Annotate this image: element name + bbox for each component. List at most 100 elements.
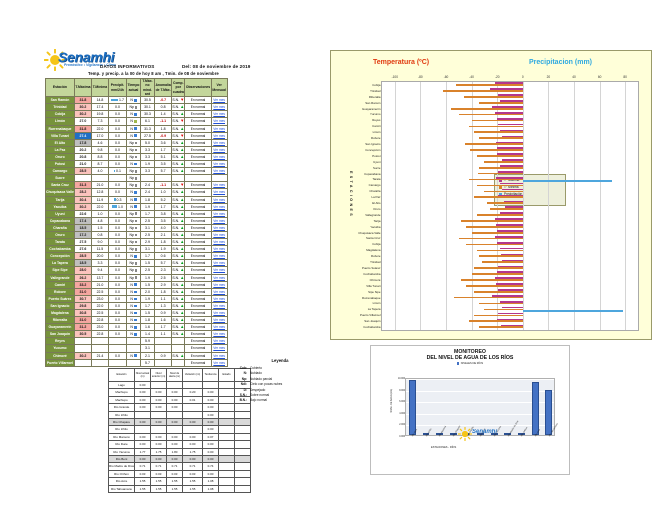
cell-ver-mensual[interactable]: Ver mes [210,96,228,105]
sec-cell-nivel-actual: 0.00 [134,380,152,390]
cell-ver-mensual[interactable]: Ver mes [210,252,228,261]
cell-ver-mensual[interactable]: Ver mes [210,294,228,303]
ver-mensual-link[interactable]: Ver mes [213,183,225,188]
cell-ver-mensual[interactable]: Ver mes [210,230,228,240]
ver-mensual-link[interactable]: Ver mes [213,261,225,266]
cell-estacion: Puerto Suárez [45,294,75,303]
cell-ver-mensual[interactable]: Ver mes [210,110,228,119]
ver-mensual-link[interactable]: Ver mes [213,311,225,315]
cell-ver-mensual[interactable]: Ver mes [210,351,228,360]
cell-ver-mensual[interactable]: Ver mes [210,152,228,162]
cell-ver-mensual[interactable]: Ver mes [210,245,228,254]
ver-mensual-link[interactable]: Ver mes [213,232,225,237]
cell-ver-mensual[interactable]: Ver mes [210,259,228,268]
sec-cell-tendencia: 0.07 [202,432,220,442]
cell-ver-mensual[interactable]: Ver mes [210,181,228,190]
ver-mensual-link[interactable]: Ver mes [213,147,225,152]
cell-ver-mensual[interactable]: Ver mes [210,160,228,169]
ver-mensual-link[interactable]: Ver mes [213,154,225,159]
cell-ver-mensual[interactable]: Ver mes [210,195,228,204]
ver-mensual-link[interactable]: Ver mes [213,119,225,124]
cell-ver-mensual[interactable]: Ver mes [210,358,228,367]
cell-ver-mensual[interactable]: Ver mes [210,202,228,211]
ver-mensual-link[interactable]: Ver mes [213,325,225,330]
cell-ver-mensual[interactable]: Ver mes [210,145,228,154]
ver-mensual-link[interactable]: Ver mes [213,240,225,245]
chart-bar [466,225,523,228]
cell-ver-mensual[interactable]: Ver mes [210,308,228,318]
ver-mensual-link[interactable]: Ver mes [213,162,225,167]
cell-ver-mensual[interactable]: Ver mes [210,167,228,176]
cell-ver-mensual[interactable]: Ver mes [210,188,228,197]
cell-ver-mensual[interactable]: Ver mes [210,280,228,289]
cell-ver-mensual[interactable]: Ver mes [210,273,228,282]
sec-cell-tendencia: 0.00 [202,440,220,449]
cell-observaciones: En normal [184,117,212,126]
ver-mensual-link[interactable]: Ver mes [213,346,225,351]
weather-icon [133,255,137,258]
chart-category-label: Camiri [372,124,381,129]
chart-bar [494,235,523,238]
chart-bar [499,129,523,132]
cell-precip: 0.0 [107,223,127,232]
ver-mensual-link[interactable]: Ver mes [213,105,225,110]
cell-ver-mensual[interactable]: Ver mes [210,238,228,247]
ver-mensual-link[interactable]: Ver mes [213,275,225,280]
cell-ver-mensual[interactable]: Ver mes [210,323,228,332]
ver-mensual-link[interactable]: Ver mes [213,339,225,344]
cell-ver-mensual[interactable]: Ver mes [210,330,228,339]
ver-mensual-link[interactable]: Ver mes [213,190,225,195]
cell-ver-mensual[interactable]: Ver mes [210,301,228,311]
ver-mensual-link[interactable]: Ver mes [213,133,225,138]
sec-cell-estacion: Río Ichilo [107,425,136,434]
ver-mensual-link[interactable]: Ver mes [213,360,225,365]
cell-ver-mensual[interactable]: Ver mes [210,316,228,325]
cell-tmax-ant: 1.9 [139,294,155,303]
cell-ver-mensual[interactable]: Ver mes [210,103,228,112]
river-bar [422,433,430,435]
sec-cell-nivel-alerta: 0.00 [166,418,184,427]
cell-ver-mensual[interactable]: Ver mes [210,209,228,218]
cell-ver-mensual[interactable]: Ver mes [210,287,228,296]
cell-ver-mensual[interactable]: Ver mes [210,216,228,225]
cell-precip [107,174,127,183]
chart-bar [484,190,523,193]
ver-mensual-link[interactable]: Ver mes [213,332,225,337]
cell-precip: 0.0 [107,110,127,119]
ver-mensual-link[interactable]: Ver mes [213,140,225,145]
ver-mensual-link[interactable]: Ver mes [213,204,225,209]
cell-ver-mensual[interactable]: Ver mes [210,344,228,353]
cell-ver-mensual[interactable] [210,174,228,183]
cell-ver-mensual[interactable]: Ver mes [210,138,228,147]
ver-mensual-link[interactable]: Ver mes [213,296,225,301]
cell-tmaxima: 30.7 [73,294,92,303]
ver-mensual-link[interactable]: Ver mes [213,289,225,294]
ver-mensual-link[interactable]: Ver mes [213,218,225,223]
cell-ver-mensual[interactable]: Ver mes [210,266,228,275]
ver-mensual-link[interactable]: Ver mes [213,268,225,273]
ver-mensual-link[interactable]: Ver mes [213,247,225,252]
cell-ver-mensual[interactable]: Ver mes [210,117,228,126]
ver-mensual-link[interactable]: Ver mes [213,112,225,117]
cell-ver-mensual[interactable]: Ver mes [210,223,228,232]
ver-mensual-link[interactable]: Ver mes [213,225,225,230]
ver-mensual-link[interactable]: Ver mes [213,318,225,323]
cell-anomalia: 2.5 [153,273,173,282]
ver-mensual-link[interactable]: Ver mes [213,169,225,174]
ver-mensual-link[interactable]: Ver mes [213,254,225,259]
ver-mensual-link[interactable]: Ver mes [213,98,225,103]
chart-category-label: El Alto [372,201,381,206]
cell-ver-mensual[interactable]: Ver mes [210,131,228,140]
ver-mensual-link[interactable]: Ver mes [213,353,225,358]
chart-bar [474,314,523,317]
cell-comparacion: S.N. ▲ [171,216,186,225]
ver-mensual-link[interactable]: Ver mes [213,126,225,131]
ver-mensual-link[interactable]: Ver mes [213,282,225,287]
cell-ver-mensual[interactable]: Ver mes [210,337,228,346]
sec-cell-extra [234,380,252,390]
ver-mensual-link[interactable]: Ver mes [213,197,225,202]
weather-icon [133,311,137,315]
ver-mensual-link[interactable]: Ver mes [213,211,225,216]
cell-ver-mensual[interactable]: Ver mes [210,124,228,133]
ver-mensual-link[interactable]: Ver mes [213,303,225,308]
